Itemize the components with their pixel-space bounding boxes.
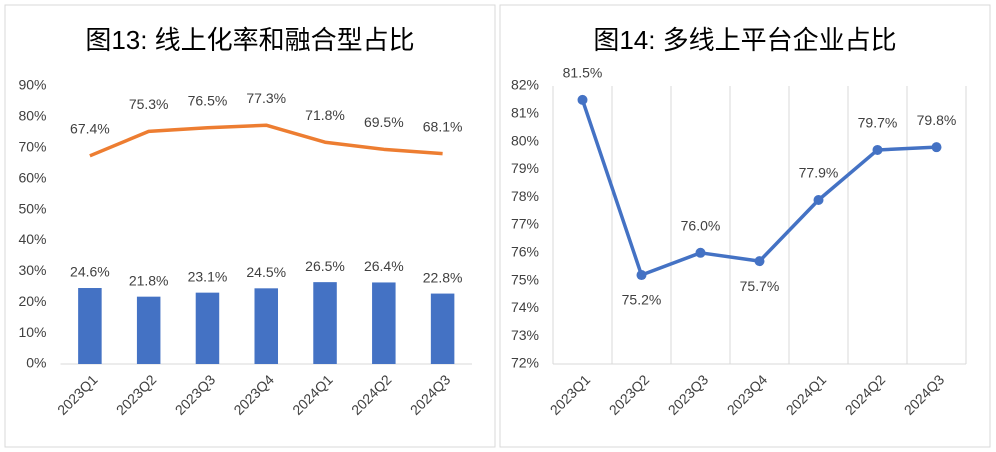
bar xyxy=(78,288,102,364)
y-tick-label: 30% xyxy=(18,262,46,278)
data-label: 71.8% xyxy=(305,107,345,123)
data-label: 21.8% xyxy=(129,272,169,288)
y-tick-label: 60% xyxy=(18,169,46,185)
y-tick-label: 72% xyxy=(511,355,539,371)
x-tick-label: 2023Q4 xyxy=(230,371,277,418)
x-tick-label: 2024Q3 xyxy=(407,371,454,418)
marker xyxy=(813,194,824,205)
marker xyxy=(695,247,706,258)
data-label: 24.6% xyxy=(70,264,110,280)
x-tick-label: 2024Q1 xyxy=(783,371,830,418)
y-tick-label: 82% xyxy=(511,77,539,93)
panel xyxy=(499,4,991,448)
data-label: 26.4% xyxy=(364,258,404,274)
data-label: 23.1% xyxy=(188,268,228,284)
x-tick-label: 2023Q1 xyxy=(54,371,101,418)
y-tick-label: 80% xyxy=(18,108,46,124)
y-tick-label: 78% xyxy=(511,188,539,204)
y-tick-label: 50% xyxy=(18,200,46,216)
y-tick-label: 73% xyxy=(511,327,539,343)
data-label: 76.0% xyxy=(681,218,721,234)
x-tick-label: 2023Q2 xyxy=(113,371,160,418)
y-tick-label: 81% xyxy=(511,105,539,121)
data-label: 81.5% xyxy=(563,65,603,81)
x-tick-label: 2023Q1 xyxy=(547,371,594,418)
x-tick-label: 2024Q3 xyxy=(901,371,948,418)
data-label: 69.5% xyxy=(364,114,404,130)
data-label: 26.5% xyxy=(305,258,345,274)
data-label: 75.2% xyxy=(622,292,662,308)
y-tick-label: 0% xyxy=(26,355,46,371)
bar xyxy=(372,282,396,364)
bar xyxy=(195,292,220,364)
x-tick-label: 2023Q3 xyxy=(665,371,712,418)
marker xyxy=(931,142,942,153)
data-label: 24.5% xyxy=(246,264,286,280)
panel xyxy=(4,4,496,448)
y-tick-label: 79% xyxy=(511,160,539,176)
y-tick-label: 80% xyxy=(511,132,539,148)
data-label: 68.1% xyxy=(423,118,463,134)
data-label: 75.3% xyxy=(129,96,169,112)
x-tick-label: 2024Q2 xyxy=(842,371,889,418)
y-tick-label: 76% xyxy=(511,244,539,260)
x-tick-label: 2024Q1 xyxy=(289,371,336,418)
bar xyxy=(313,282,337,364)
y-tick-label: 77% xyxy=(511,216,539,232)
data-label: 77.3% xyxy=(246,90,286,106)
chart-title: 图14: 多线上平台企业占比 xyxy=(593,25,896,55)
data-label: 79.8% xyxy=(917,112,957,128)
data-label: 22.8% xyxy=(423,269,463,285)
y-tick-label: 40% xyxy=(18,231,46,247)
x-tick-label: 2023Q3 xyxy=(172,371,219,418)
marker xyxy=(754,256,765,267)
y-tick-label: 74% xyxy=(511,299,539,315)
marker xyxy=(872,144,883,155)
data-label: 67.4% xyxy=(70,121,110,137)
y-tick-label: 10% xyxy=(18,324,46,340)
marker xyxy=(577,94,588,105)
x-tick-label: 2024Q2 xyxy=(348,371,395,418)
y-tick-label: 70% xyxy=(18,138,46,154)
data-label: 76.5% xyxy=(188,92,228,108)
bar xyxy=(136,296,161,364)
marker xyxy=(636,270,647,281)
y-tick-label: 90% xyxy=(18,77,46,93)
data-label: 75.7% xyxy=(740,278,780,294)
x-tick-label: 2023Q2 xyxy=(606,371,653,418)
bar xyxy=(430,293,455,364)
x-tick-label: 2023Q4 xyxy=(724,371,771,418)
chart-title: 图13: 线上化率和融合型占比 xyxy=(85,25,414,55)
data-label: 77.9% xyxy=(799,165,839,181)
y-tick-label: 75% xyxy=(511,271,539,287)
y-tick-label: 20% xyxy=(18,293,46,309)
bar xyxy=(254,288,279,364)
line xyxy=(89,123,443,158)
data-label: 79.7% xyxy=(858,115,898,131)
